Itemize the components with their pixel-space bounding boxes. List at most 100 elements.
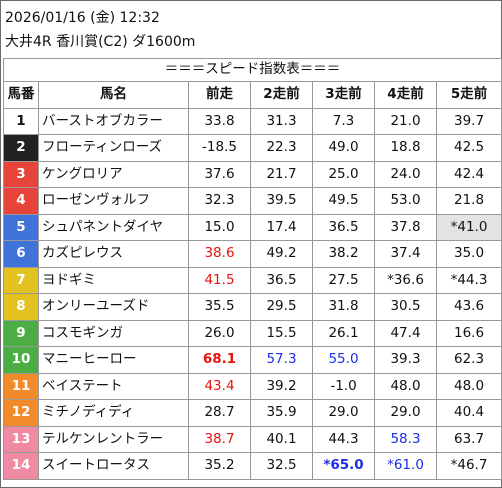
speed-index-cell: *41.0 (435, 213, 502, 241)
column-header: 5走前 (435, 81, 502, 109)
horse-name-cell: テルケンレントラー (38, 425, 189, 453)
horse-number-cell: 1 (3, 107, 39, 135)
speed-index-cell: 39.7 (435, 107, 502, 135)
speed-index-cell: 49.0 (312, 134, 375, 162)
horse-name-cell: シュパネントダイヤ (38, 213, 189, 241)
speed-index-cell: 62.3 (435, 346, 502, 374)
table-header-row: 馬番 馬名 前走 2走前 3走前 4走前 5走前 (3, 81, 502, 109)
horse-number-cell: 10 (3, 346, 39, 374)
speed-index-cell: 38.6 (188, 240, 251, 268)
horse-name-cell: マニーヒーロー (38, 346, 189, 374)
speed-index-cell: 35.9 (250, 399, 313, 427)
speed-index-cell: 26.0 (188, 319, 251, 347)
horse-number-cell: 6 (3, 240, 39, 268)
speed-index-cell: 36.5 (312, 213, 375, 241)
horse-name-cell: ヨドギミ (38, 266, 189, 294)
horse-number-cell: 12 (3, 399, 39, 427)
table-title: ＝＝＝スピード指数表＝＝＝ (2, 58, 502, 82)
speed-index-cell: 25.0 (312, 160, 375, 188)
horse-number-cell: 8 (3, 293, 39, 321)
horse-number-cell: 14 (3, 452, 39, 480)
speed-index-cell: 53.0 (374, 187, 437, 215)
speed-index-cell: -1.0 (312, 372, 375, 400)
speed-index-cell: 39.3 (374, 346, 437, 374)
speed-index-cell: 31.3 (250, 107, 313, 135)
speed-index-cell: 29.0 (312, 399, 375, 427)
table-row: 11 ベイステート 43.4 39.2 -1.0 48.0 48.0 (3, 372, 502, 400)
horse-number-cell: 2 (3, 134, 39, 162)
speed-index-cell: 22.3 (250, 134, 313, 162)
horse-number-cell: 3 (3, 160, 39, 188)
horse-name-cell: ミチノディディ (38, 399, 189, 427)
speed-index-cell: 40.4 (435, 399, 502, 427)
speed-index-table: ＝＝＝スピード指数表＝＝＝ 馬番 馬名 前走 2走前 3走前 4走前 5走前 1… (2, 58, 502, 480)
horse-name-cell: フローティンローズ (38, 134, 189, 162)
speed-index-cell: 49.2 (250, 240, 313, 268)
speed-index-cell: 47.4 (374, 319, 437, 347)
horse-name-cell: スイートロータス (38, 452, 189, 480)
speed-index-cell: *46.7 (435, 452, 502, 480)
horse-name-cell: ベイステート (38, 372, 189, 400)
speed-index-cell: 28.7 (188, 399, 251, 427)
table-row: 2 フローティンローズ -18.5 22.3 49.0 18.8 42.5 (3, 134, 502, 162)
speed-index-cell: 35.0 (435, 240, 502, 268)
speed-index-cell: 37.4 (374, 240, 437, 268)
speed-index-cell: 27.5 (312, 266, 375, 294)
speed-index-cell: 57.3 (250, 346, 313, 374)
speed-index-cell: 37.6 (188, 160, 251, 188)
speed-index-cell: 26.1 (312, 319, 375, 347)
speed-index-cell: 21.8 (435, 187, 502, 215)
table-row: 13 テルケンレントラー 38.7 40.1 44.3 58.3 63.7 (3, 425, 502, 453)
speed-index-cell: 55.0 (312, 346, 375, 374)
speed-index-cell: *61.0 (374, 452, 437, 480)
table-row: 1 バーストオブカラー 33.8 31.3 7.3 21.0 39.7 (3, 107, 502, 135)
speed-index-cell: 15.0 (188, 213, 251, 241)
speed-index-cell: 49.5 (312, 187, 375, 215)
speed-index-cell: 48.0 (374, 372, 437, 400)
horse-number-cell: 5 (3, 213, 39, 241)
speed-index-cell: 58.3 (374, 425, 437, 453)
speed-index-cell: 63.7 (435, 425, 502, 453)
speed-index-cell: 30.5 (374, 293, 437, 321)
column-header: 前走 (188, 81, 251, 109)
speed-index-cell: 40.1 (250, 425, 313, 453)
table-row: 6 カズピレウス 38.6 49.2 38.2 37.4 35.0 (3, 240, 502, 268)
horse-name-cell: カズピレウス (38, 240, 189, 268)
table-row: 14 スイートロータス 35.2 32.5 *65.0 *61.0 *46.7 (3, 452, 502, 480)
speed-index-cell: -18.5 (188, 134, 251, 162)
speed-index-cell: *44.3 (435, 266, 502, 294)
speed-index-cell: 31.8 (312, 293, 375, 321)
speed-index-cell: 38.7 (188, 425, 251, 453)
column-header: 馬名 (38, 81, 189, 109)
speed-index-cell: 39.2 (250, 372, 313, 400)
table-row: 10 マニーヒーロー 68.1 57.3 55.0 39.3 62.3 (3, 346, 502, 374)
horse-name-cell: バーストオブカラー (38, 107, 189, 135)
column-header: 馬番 (3, 81, 39, 109)
horse-number-cell: 4 (3, 187, 39, 215)
speed-index-cell: 36.5 (250, 266, 313, 294)
speed-index-cell: 16.6 (435, 319, 502, 347)
speed-index-cell: 48.0 (435, 372, 502, 400)
table-row: 9 コスモギンガ 26.0 15.5 26.1 47.4 16.6 (3, 319, 502, 347)
speed-index-cell: 18.8 (374, 134, 437, 162)
horse-name-cell: ケングロリア (38, 160, 189, 188)
speed-index-cell: 33.8 (188, 107, 251, 135)
column-header: 2走前 (250, 81, 313, 109)
speed-index-cell: 37.8 (374, 213, 437, 241)
table-row: 4 ローゼンヴォルフ 32.3 39.5 49.5 53.0 21.8 (3, 187, 502, 215)
column-header: 3走前 (312, 81, 375, 109)
speed-index-cell: 15.5 (250, 319, 313, 347)
datetime-label: 2026/01/16 (金) 12:32 (5, 10, 160, 26)
horse-name-cell: オンリーユーズド (38, 293, 189, 321)
speed-index-cell: *36.6 (374, 266, 437, 294)
speed-index-cell: 17.4 (250, 213, 313, 241)
speed-index-cell: 44.3 (312, 425, 375, 453)
race-info-label: 大井4R 香川賞(C2) ダ1600m (5, 34, 196, 50)
horse-name-cell: コスモギンガ (38, 319, 189, 347)
speed-index-cell: 35.2 (188, 452, 251, 480)
horse-name-cell: ローゼンヴォルフ (38, 187, 189, 215)
speed-index-cell: 21.7 (250, 160, 313, 188)
speed-index-cell: 32.3 (188, 187, 251, 215)
horse-number-cell: 7 (3, 266, 39, 294)
